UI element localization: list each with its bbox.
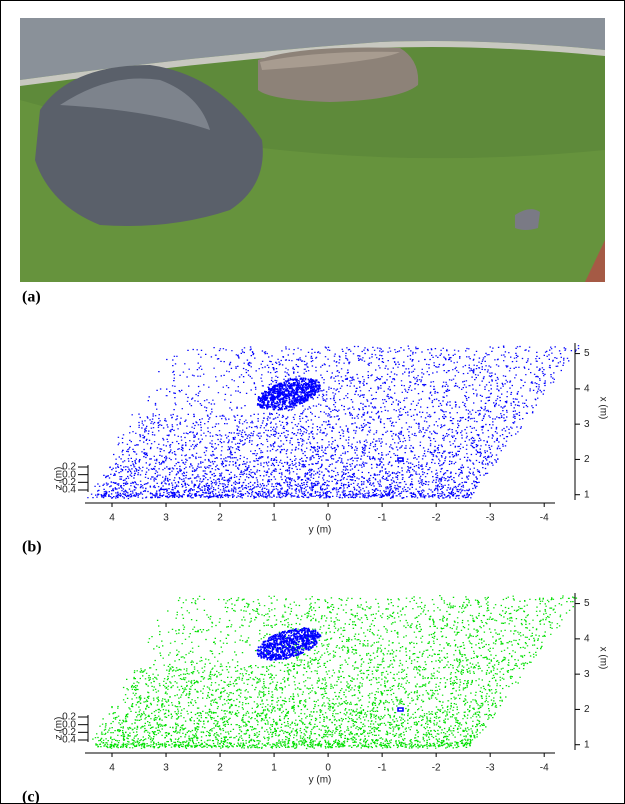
tick-label: -1 bbox=[378, 763, 387, 774]
panel-label: (a) bbox=[22, 289, 41, 306]
tick-label: 3 bbox=[584, 419, 590, 430]
tick-label: 1 bbox=[584, 489, 590, 500]
tick-label: 3 bbox=[163, 513, 169, 524]
tick-label: 4 bbox=[584, 384, 590, 395]
tick-label: 2 bbox=[584, 704, 590, 715]
axis-label: y (m) bbox=[309, 775, 332, 786]
tick-label: 0 bbox=[325, 763, 331, 774]
tick-label: 2 bbox=[217, 513, 223, 524]
tick-label: 4 bbox=[109, 763, 115, 774]
tick-label: -3 bbox=[486, 763, 495, 774]
tick-label: 0 bbox=[325, 513, 331, 524]
figure: (a) 43210-1-2-3-4y (m)12345x (m)0.20.0-0… bbox=[0, 0, 625, 804]
tick-label: 1 bbox=[271, 763, 277, 774]
tick-label: 1 bbox=[271, 513, 277, 524]
tick-label: -2 bbox=[432, 513, 441, 524]
tick-label: 2 bbox=[217, 763, 223, 774]
tick-label: -4 bbox=[540, 763, 549, 774]
axis-label: x (m) bbox=[597, 647, 608, 670]
tick-label: 5 bbox=[584, 598, 590, 609]
tick-label: -2 bbox=[432, 763, 441, 774]
tick-label: 5 bbox=[584, 348, 590, 359]
photo bbox=[20, 18, 605, 282]
panel-label: (b) bbox=[22, 539, 42, 556]
tick-label: -4 bbox=[540, 513, 549, 524]
axis-label: x (m) bbox=[597, 397, 608, 420]
axis-label: z (m) bbox=[54, 467, 65, 490]
panel-label: (c) bbox=[22, 789, 40, 804]
tick-label: 3 bbox=[163, 763, 169, 774]
tick-label: 2 bbox=[584, 454, 590, 465]
tick-label: 4 bbox=[584, 634, 590, 645]
axis-label: y (m) bbox=[309, 525, 332, 536]
tick-label: 3 bbox=[584, 669, 590, 680]
tick-label: -1 bbox=[378, 513, 387, 524]
tick-label: -3 bbox=[486, 513, 495, 524]
tick-label: 4 bbox=[109, 513, 115, 524]
tick-label: 1 bbox=[584, 739, 590, 750]
axis-label: z (m) bbox=[54, 717, 65, 740]
